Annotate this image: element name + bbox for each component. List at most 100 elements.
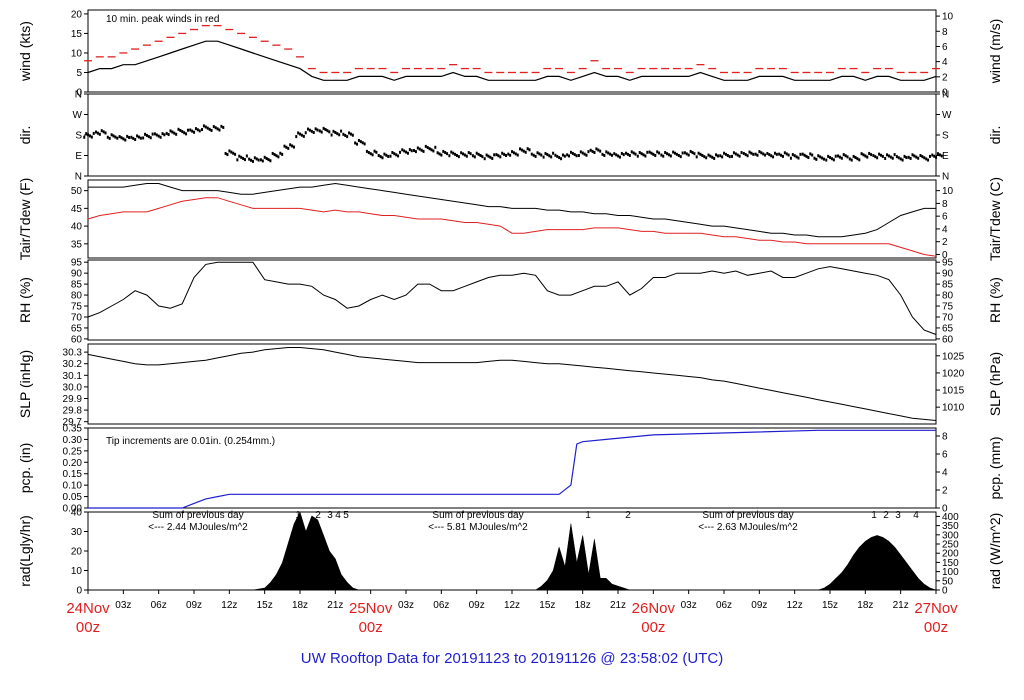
y-tick-label-left: 95 — [71, 258, 83, 269]
wind-direction-point — [876, 156, 879, 160]
y-tick-label-left: 29.8 — [63, 406, 83, 417]
wind-direction-point — [528, 148, 531, 152]
wind-direction-point — [377, 154, 380, 157]
radiation-marker-label: 4 — [335, 510, 341, 521]
y-axis-label-left: rad(Lgly/hr) — [17, 515, 33, 587]
wind-direction-point — [625, 151, 628, 155]
y-tick-label-left: 0 — [76, 88, 82, 99]
y-tick-label-right: 6 — [942, 450, 948, 461]
wind-direction-point — [791, 153, 794, 157]
wind-direction-point — [124, 138, 127, 142]
x-tick-label: 15z — [822, 600, 838, 611]
wind-direction-point — [931, 153, 934, 157]
wind-direction-point — [536, 151, 539, 155]
panel-frame — [87, 259, 937, 341]
y-tick-label-right: 1010 — [942, 403, 965, 414]
wind-direction-point — [610, 153, 613, 157]
y-tick-label-left: 85 — [71, 280, 83, 291]
wind-direction-point — [607, 151, 610, 155]
y-tick-label-left: 65 — [71, 323, 83, 334]
wind-direction-point — [414, 150, 417, 154]
wind-direction-point — [724, 152, 727, 156]
wind-direction-point — [870, 153, 873, 157]
wind-direction-point — [632, 151, 635, 155]
y-tick-label-right: 10 — [942, 186, 954, 197]
wind-direction-point — [465, 154, 468, 158]
wind-direction-point — [185, 132, 188, 136]
wind-direction-point — [716, 154, 719, 158]
wind-direction-point — [285, 145, 288, 149]
y-tick-label-left: 45 — [71, 204, 83, 215]
y-tick-label-left: 30.2 — [63, 359, 83, 370]
wind-direction-point — [165, 131, 168, 135]
wind-direction-point — [856, 157, 859, 161]
wind-direction-point — [118, 135, 121, 139]
wind-direction-point — [913, 154, 916, 158]
wind-direction-point — [369, 152, 372, 156]
y-tick-label-left: 0.10 — [63, 481, 83, 492]
y-tick-label-right: 250 — [942, 540, 959, 551]
y-tick-label-left: 20 — [71, 547, 83, 558]
wind-direction-point — [605, 150, 608, 154]
wind-direction-point — [819, 155, 822, 159]
y-tick-label-left: 0.05 — [63, 492, 83, 503]
wind-direction-point — [872, 154, 875, 157]
wind-direction-point — [933, 154, 936, 158]
wind-direction-point — [677, 154, 680, 157]
wind-direction-point — [242, 156, 245, 160]
wind-direction-point — [778, 152, 781, 156]
wind-direction-point — [324, 128, 327, 132]
wind-direction-point — [90, 135, 93, 139]
wind-direction-point — [442, 149, 445, 153]
wind-direction-point — [320, 130, 323, 134]
y-tick-label-left: 0.00 — [63, 504, 83, 515]
wind-direction-point — [591, 149, 594, 153]
wind-direction-point — [283, 144, 286, 148]
wind-direction-point — [815, 157, 818, 161]
y-tick-label-left: 0.20 — [63, 458, 83, 469]
wind-direction-point — [216, 127, 219, 131]
wind-direction-point — [196, 128, 199, 132]
wind-direction-point — [389, 154, 392, 158]
wind-direction-point — [864, 154, 867, 158]
wind-direction-point — [683, 151, 686, 155]
wind-direction-point — [546, 153, 549, 157]
y-tick-label-left: 5 — [76, 68, 82, 79]
y-tick-label-right: 2 — [942, 237, 948, 248]
y-tick-label-left: 0.35 — [63, 424, 83, 435]
wind-direction-point — [807, 156, 810, 160]
y-tick-label-right: E — [942, 151, 949, 162]
wind-direction-point — [479, 154, 482, 157]
wind-direction-point — [157, 134, 160, 138]
y-tick-label-left: 75 — [71, 302, 83, 313]
wind-direction-point — [208, 127, 211, 131]
wind-direction-point — [936, 152, 939, 156]
y-tick-label-left: 30 — [71, 527, 83, 538]
wind-direction-point — [830, 157, 833, 161]
wind-direction-point — [756, 153, 759, 157]
y-tick-label-right: 2 — [942, 486, 948, 497]
y-axis-label-right: pcp. (mm) — [987, 437, 1003, 500]
wind-direction-point — [834, 154, 837, 158]
wind-direction-point — [781, 154, 784, 158]
x-day-label: 27Nov — [914, 600, 958, 617]
wind-direction-point — [571, 151, 574, 155]
wind-direction-point — [734, 152, 737, 156]
wind-direction-point — [385, 153, 388, 157]
wind-direction-point — [780, 153, 783, 157]
y-tick-label-right: 60 — [942, 334, 954, 345]
wind-direction-point — [110, 133, 113, 137]
wind-direction-point — [928, 154, 931, 158]
wind-direction-point — [161, 132, 164, 136]
wind-direction-point — [938, 153, 941, 157]
x-day-hour-label: 00z — [76, 619, 100, 636]
precip-annotation: Tip increments are 0.01in. (0.254mm.) — [106, 436, 275, 447]
wind-direction-point — [134, 138, 137, 142]
wind-direction-point — [455, 154, 458, 157]
y-tick-label-left: 10 — [71, 566, 83, 577]
x-tick-label: 09z — [751, 600, 767, 611]
y-tick-label-left: 50 — [71, 186, 83, 197]
wind-direction-point — [503, 152, 506, 156]
wind-direction-point — [440, 153, 443, 157]
wind-direction-point — [485, 153, 488, 157]
